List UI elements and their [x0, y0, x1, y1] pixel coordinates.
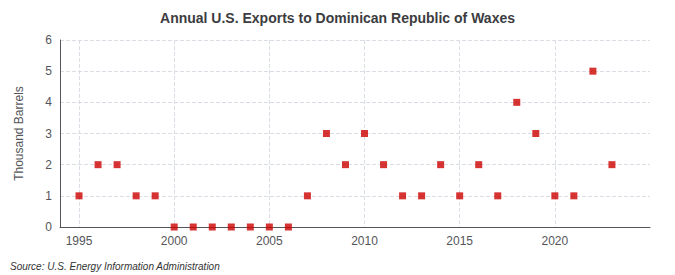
svg-text:5: 5: [45, 64, 52, 78]
svg-text:2020: 2020: [541, 234, 568, 248]
svg-text:1: 1: [45, 189, 52, 203]
svg-text:6: 6: [45, 33, 52, 47]
svg-text:2005: 2005: [256, 234, 283, 248]
svg-text:Annual U.S. Exports to Dominic: Annual U.S. Exports to Dominican Republi…: [160, 10, 515, 26]
svg-text:2010: 2010: [351, 234, 378, 248]
svg-text:2000: 2000: [161, 234, 188, 248]
svg-text:1995: 1995: [66, 234, 93, 248]
svg-text:2015: 2015: [446, 234, 473, 248]
svg-text:3: 3: [45, 127, 52, 141]
svg-text:0: 0: [45, 220, 52, 234]
svg-text:Thousand Barrels: Thousand Barrels: [12, 86, 26, 181]
svg-text:Source: U.S. Energy Informatio: Source: U.S. Energy Information Administ…: [10, 261, 220, 272]
svg-text:2: 2: [45, 158, 52, 172]
svg-text:4: 4: [45, 95, 52, 109]
